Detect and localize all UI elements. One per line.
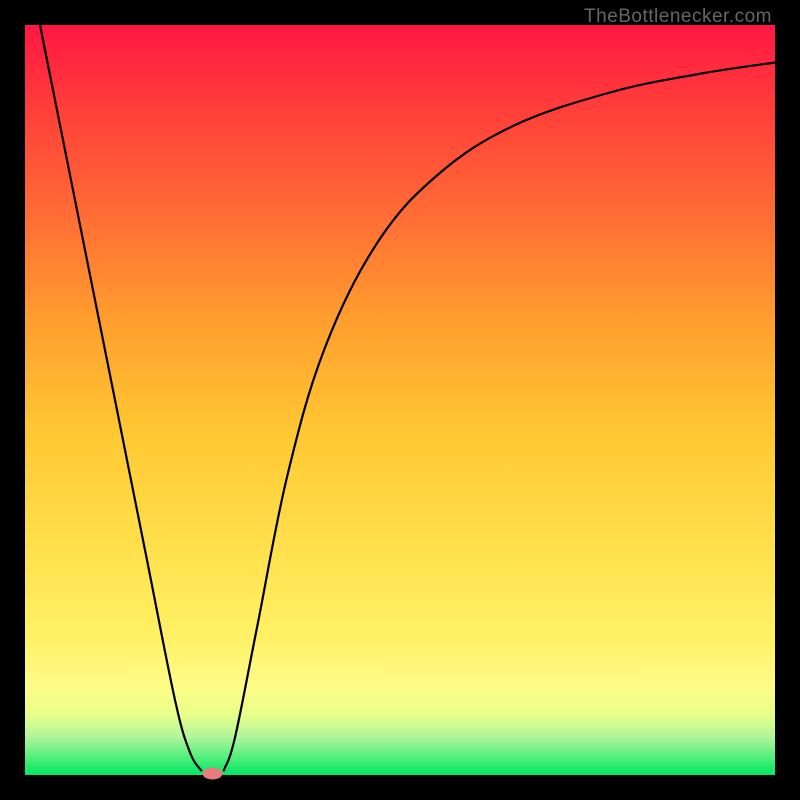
- gradient-plot: [0, 0, 800, 800]
- watermark-text: TheBottlenecker.com: [584, 6, 772, 28]
- chart-frame: TheBottlenecker.com: [0, 0, 800, 800]
